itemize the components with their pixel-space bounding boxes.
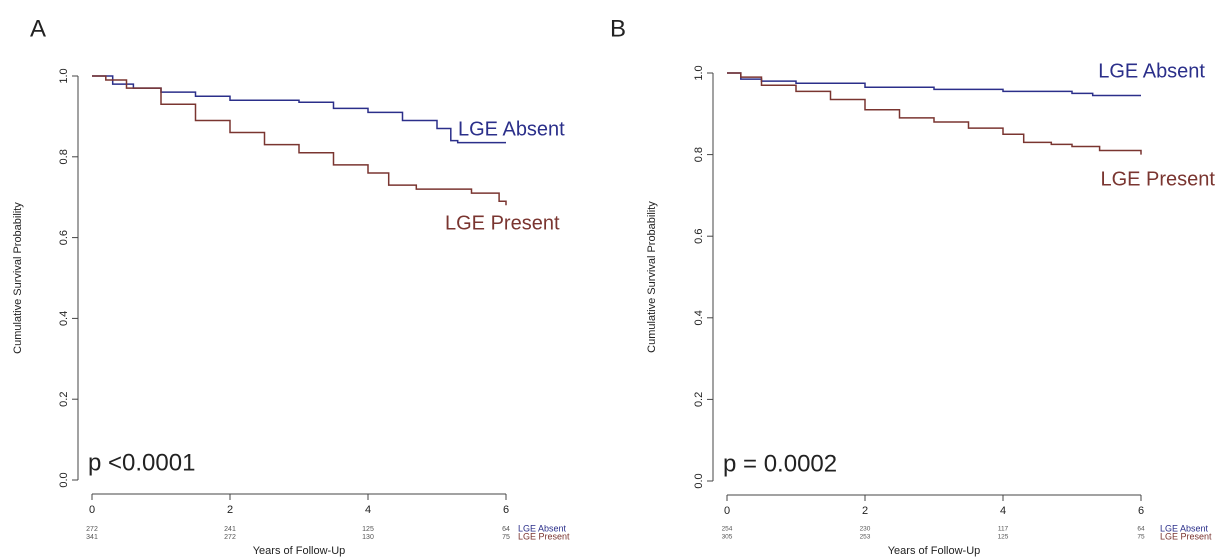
series-label: LGE Present (445, 212, 560, 234)
x-tick-label: 4 (1000, 505, 1006, 517)
y-axis-label: Cumulative Survival Probability (12, 202, 24, 354)
y-tick-label: 0.8 (58, 149, 70, 164)
y-tick-label: 0.2 (693, 392, 705, 407)
y-tick-label: 0.8 (693, 147, 705, 162)
panel-label: B (610, 15, 626, 42)
at-risk-count: 230 (860, 526, 871, 533)
series-label: LGE Absent (1098, 60, 1205, 82)
x-axis-label: Years of Follow-Up (888, 545, 981, 557)
survival-curve (92, 75, 507, 206)
at-risk-label: LGE Absent (518, 523, 567, 533)
at-risk-count: 64 (1137, 526, 1145, 533)
survival-curve (92, 75, 506, 144)
x-tick-label: 4 (365, 504, 371, 516)
p-value: p = 0.0002 (723, 450, 837, 477)
at-risk-label: LGE Present (518, 531, 570, 541)
at-risk-count: 64 (502, 526, 510, 533)
at-risk-count: 130 (362, 534, 374, 541)
y-tick-label: 1.0 (58, 68, 70, 83)
y-tick-label: 0.0 (693, 473, 705, 488)
x-tick-label: 0 (724, 505, 730, 517)
x-axis-label: Years of Follow-Up (253, 545, 346, 557)
y-tick-label: 0.6 (58, 230, 70, 245)
x-tick-label: 6 (1138, 505, 1144, 517)
series-label: LGE Present (1100, 168, 1215, 190)
at-risk-count: 75 (1137, 534, 1145, 541)
at-risk-count: 272 (86, 526, 98, 533)
y-tick-label: 0.4 (58, 311, 70, 326)
at-risk-label: LGE Absent (1160, 523, 1209, 533)
series-label: LGE Absent (458, 118, 565, 140)
y-axis-label: Cumulative Survival Probability (646, 201, 658, 353)
at-risk-count: 117 (998, 526, 1009, 533)
at-risk-count: 241 (224, 526, 236, 533)
x-tick-label: 0 (89, 504, 95, 516)
at-risk-count: 272 (224, 534, 236, 541)
y-tick-label: 0.6 (693, 229, 705, 244)
survival-curve (727, 72, 1142, 155)
p-value: p <0.0001 (88, 449, 195, 476)
at-risk-count: 125 (998, 534, 1009, 541)
survival-curve (727, 72, 1141, 97)
y-tick-label: 1.0 (693, 65, 705, 80)
at-risk-count: 305 (722, 534, 733, 541)
at-risk-count: 253 (860, 534, 871, 541)
y-tick-label: 0.4 (693, 310, 705, 325)
at-risk-count: 75 (502, 534, 510, 541)
panel-label: A (30, 15, 46, 42)
at-risk-count: 125 (362, 526, 374, 533)
x-tick-label: 6 (503, 504, 509, 516)
y-tick-label: 0.0 (58, 472, 70, 487)
x-tick-label: 2 (227, 504, 233, 516)
y-tick-label: 0.2 (58, 392, 70, 407)
x-tick-label: 2 (862, 505, 868, 517)
at-risk-count: 254 (722, 526, 733, 533)
at-risk-count: 341 (86, 534, 98, 541)
at-risk-label: LGE Present (1160, 531, 1212, 541)
